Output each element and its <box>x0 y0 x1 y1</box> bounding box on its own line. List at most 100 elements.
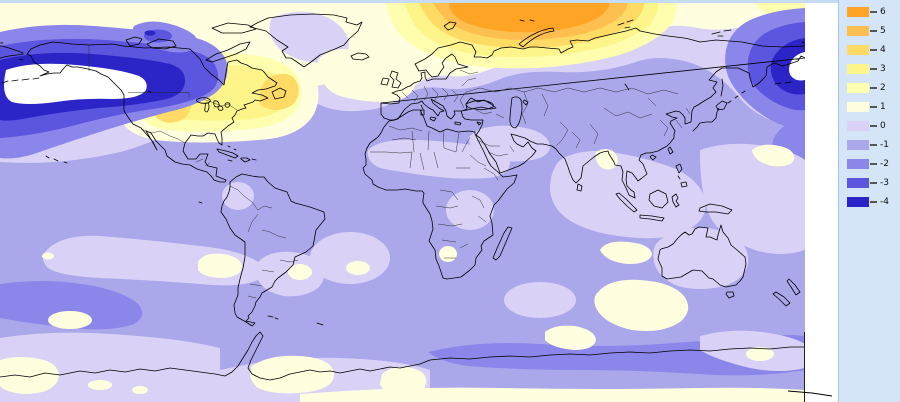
legend-label: 3 <box>880 64 886 74</box>
legend-label: 4 <box>880 45 886 55</box>
legend-tick-icon <box>870 11 877 13</box>
arctic-islands-russia <box>0 19 805 48</box>
legend-row: 1 <box>847 102 900 112</box>
legend-swatch <box>847 178 869 188</box>
madagascar-coast <box>492 226 513 261</box>
eastafrica-patch-0 <box>446 190 494 230</box>
legend-swatch <box>847 64 869 74</box>
legend-swatch <box>847 159 869 169</box>
country-borders <box>88 45 691 299</box>
botswana-warm-plus1 <box>439 246 457 262</box>
satlantic-warm-plus1 <box>346 261 370 275</box>
legend-swatch <box>847 45 869 55</box>
s-indian-warm-plus1-spot <box>545 325 596 350</box>
antarctica-coast <box>0 331 805 381</box>
southern-band-minus2-left <box>0 281 143 330</box>
border-lines <box>88 45 691 299</box>
legend-label: -4 <box>880 197 889 207</box>
world-map <box>0 0 833 402</box>
bering-cold-offscale-white <box>4 63 147 104</box>
iceland <box>350 52 370 61</box>
legend-label: -2 <box>880 159 889 169</box>
legend-tick-icon <box>870 49 877 51</box>
legend-row: 5 <box>847 26 900 36</box>
south-america-coast <box>220 173 326 327</box>
greenland-patch-0 <box>269 11 349 63</box>
legend-row: -1 <box>847 140 900 150</box>
legend-tick-icon <box>870 125 877 127</box>
legend-row: -2 <box>847 159 900 169</box>
japan-east-warm-plus1 <box>752 144 795 167</box>
west-australia-warm-plus1 <box>600 241 652 264</box>
legend-tick-icon <box>870 163 877 165</box>
legend-swatch <box>847 26 869 36</box>
legend-label: 1 <box>880 102 886 112</box>
legend-tick-icon <box>870 87 877 89</box>
legend-tick-icon <box>870 201 877 203</box>
japan-sakhalin-kurils <box>692 78 746 132</box>
chukotka-left-fragment <box>0 45 24 59</box>
antarctic-left-warm-plus1 <box>48 311 92 329</box>
chukchi-cold-minus4 <box>770 38 805 95</box>
legend-tick-icon <box>870 182 877 184</box>
legend-tick-icon <box>870 30 877 32</box>
legend-swatch <box>847 140 869 150</box>
africa-coast <box>362 109 518 280</box>
legend-swatch <box>847 121 869 131</box>
antarctic-left-coast-plus1 <box>0 357 59 394</box>
legend-row: 3 <box>847 64 900 74</box>
legend-row: 6 <box>847 7 900 17</box>
legend-row: -3 <box>847 178 900 188</box>
australia-patch-0 <box>653 227 749 289</box>
mideast-patch-0 <box>468 125 550 162</box>
stray-coastline-fragment <box>787 390 833 397</box>
westpacific-patch-0 <box>700 143 805 254</box>
legend-row: 4 <box>847 45 900 55</box>
sw-australia-warm-plus1 <box>594 279 689 331</box>
indonesia-islands <box>615 189 733 222</box>
legend-swatch <box>847 197 869 207</box>
antarctic-spot-plus1-a <box>88 380 112 390</box>
window-top-border <box>0 0 900 3</box>
legend-swatch <box>847 83 869 93</box>
legend-tick-icon <box>870 144 877 146</box>
legend-label: 2 <box>880 83 886 93</box>
antarctic-bottom-strip-plus1 <box>300 387 805 402</box>
greenland-coast <box>249 13 363 68</box>
australia-coast <box>657 224 747 288</box>
great-lakes <box>196 97 231 113</box>
legend-label: 6 <box>880 7 886 17</box>
arctic-warm-plus6-core <box>449 0 610 33</box>
coastlines <box>0 13 805 381</box>
mediterranean-islands <box>420 104 482 126</box>
s-indian-patch-0 <box>504 282 576 318</box>
argentina-warm-plus1 <box>288 264 312 280</box>
india-seasia-patch-0 <box>550 151 706 239</box>
east-asia-islands <box>576 146 688 192</box>
myanmar-warm-plus1 <box>595 149 618 170</box>
legend-label: -1 <box>880 140 889 150</box>
canadian-arctic-islands <box>125 22 287 100</box>
arctic-canada-cold-minus4 <box>144 30 156 36</box>
rossarea-warm-plus1 <box>746 347 774 361</box>
satlantic-patch-0 <box>310 232 390 284</box>
colombia-patch-0 <box>222 182 254 210</box>
british-isles <box>380 70 402 89</box>
pacific-small-islands <box>1 58 792 326</box>
black-caspian-aral <box>465 83 630 129</box>
legend-label: -3 <box>880 178 889 188</box>
legend-tick-icon <box>870 68 877 70</box>
tasmania-newzealand <box>725 278 801 307</box>
north-america-coast <box>26 41 278 183</box>
peru-warm-plus1 <box>198 253 242 278</box>
namerica-warm-plus4-east <box>259 73 299 111</box>
legend-label: 5 <box>880 26 886 36</box>
eurasia-coast <box>380 27 805 199</box>
antarctic-spot-plus1-b <box>132 386 148 394</box>
legend-row: 0 <box>847 121 900 131</box>
legend-swatch <box>847 7 869 17</box>
weddell-warm-plus1 <box>250 355 335 394</box>
legend-tick-icon <box>870 106 877 108</box>
caribbean-islands <box>216 145 257 163</box>
